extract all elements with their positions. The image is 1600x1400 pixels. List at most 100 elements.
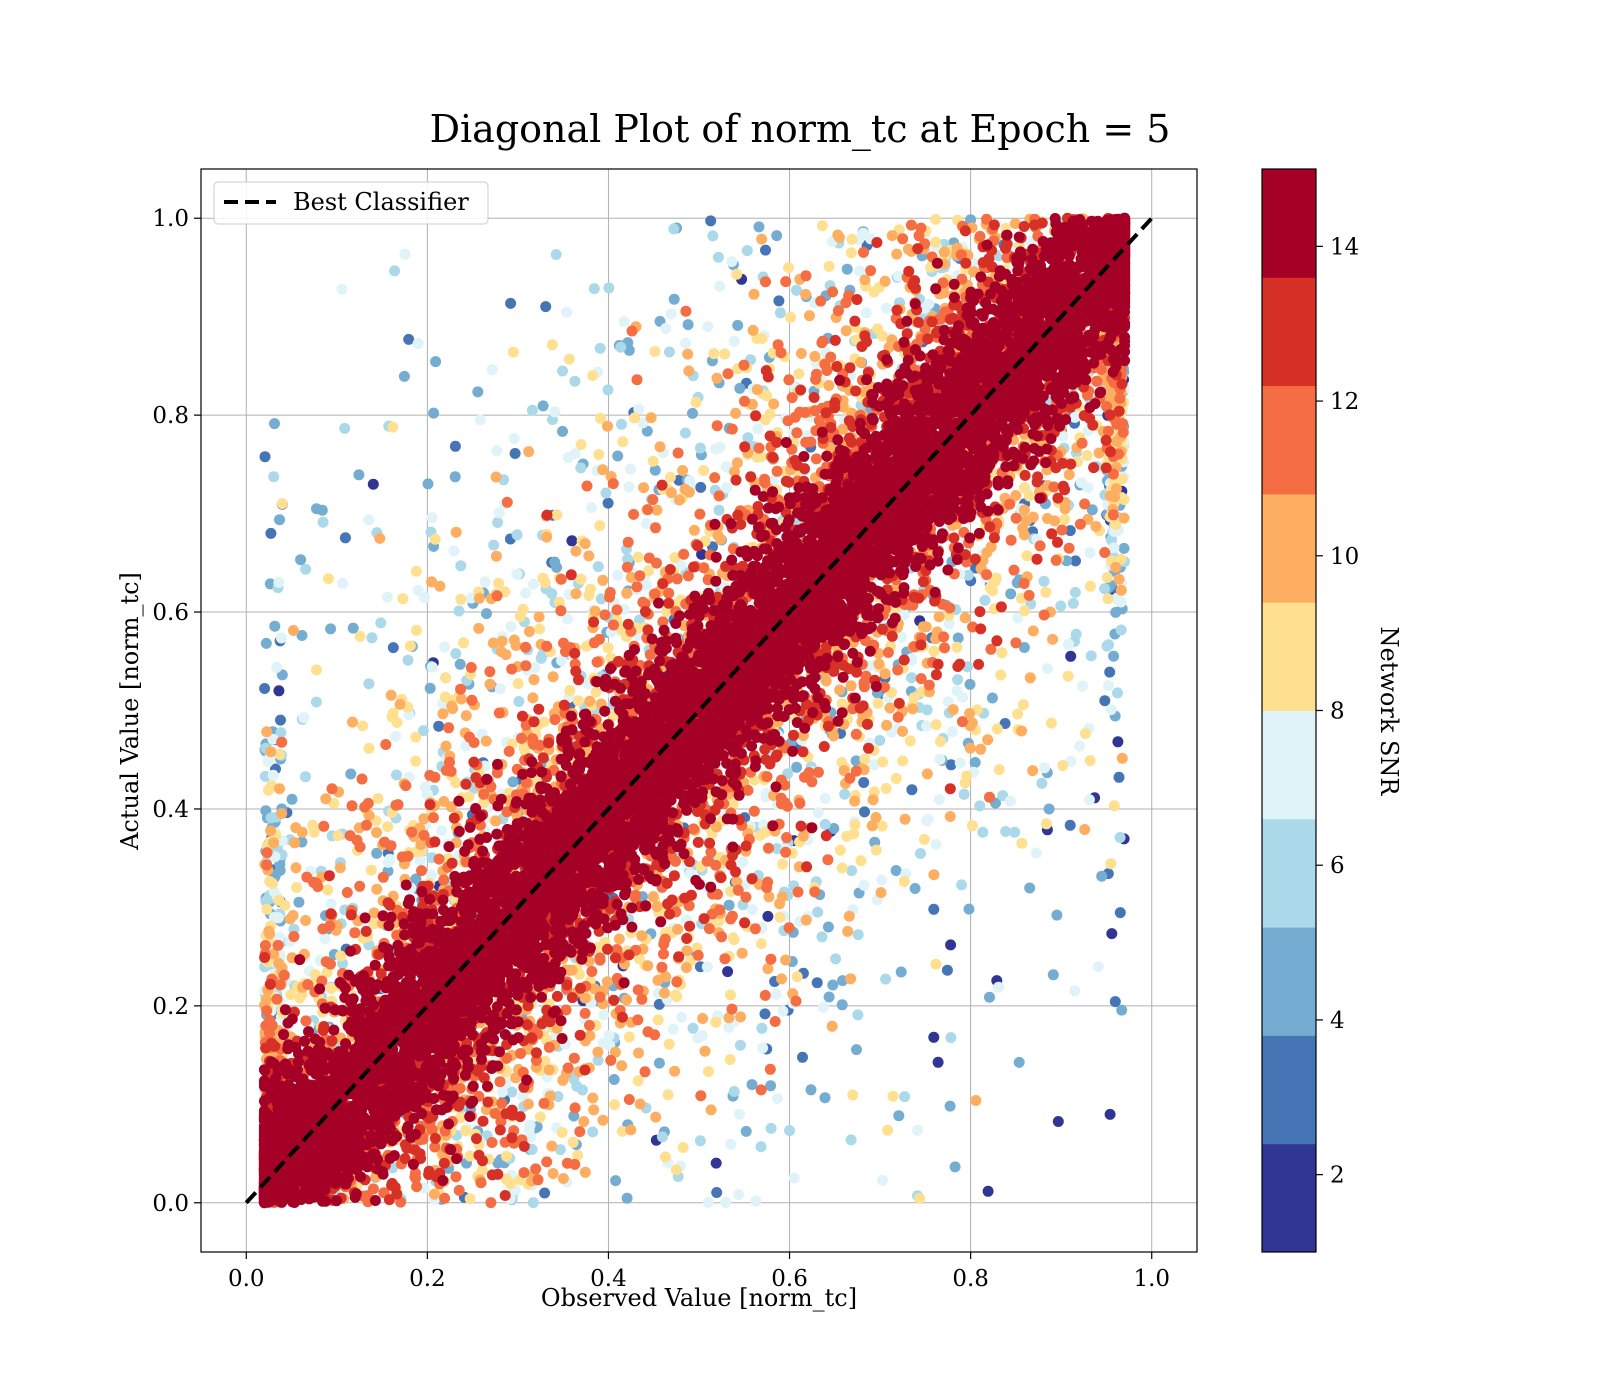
scatter-point [698, 465, 710, 476]
scatter-point [752, 423, 764, 435]
scatter-point [626, 325, 638, 337]
scatter-point [1008, 564, 1020, 576]
scatter-point [557, 365, 568, 377]
scatter-point [555, 605, 567, 617]
scatter-point [858, 777, 870, 788]
scatter-point [274, 783, 285, 795]
scatter-point [594, 520, 606, 532]
scatter-point [1023, 490, 1035, 502]
scatter-point [365, 864, 377, 876]
scatter-point [372, 793, 384, 804]
scatter-point [880, 783, 892, 794]
scatter-point [397, 593, 409, 605]
scatter-point [875, 887, 887, 899]
scatter-point [1082, 482, 1094, 494]
scatter-point [527, 1197, 539, 1209]
scatter-point [265, 825, 277, 837]
scatter-point [410, 873, 422, 885]
scatter-point [406, 826, 418, 838]
scatter-point [728, 335, 740, 347]
scatter-point [1016, 725, 1028, 737]
scatter-point [726, 1003, 738, 1015]
scatter-point [262, 756, 274, 768]
scatter-point [819, 792, 831, 804]
scatter-point [695, 481, 707, 493]
scatter-point [734, 1108, 745, 1120]
scatter-point [788, 1172, 800, 1184]
scatter-point [867, 794, 879, 806]
scatter-point [339, 532, 351, 544]
scatter-point [1018, 529, 1030, 541]
scatter-point [361, 819, 372, 831]
scatter-point [652, 974, 664, 986]
scatter-point [419, 592, 431, 604]
scatter-point [784, 1125, 795, 1137]
scatter-point [391, 769, 402, 781]
scatter-point [551, 509, 563, 521]
scatter-point [970, 1095, 982, 1106]
scatter-point [566, 535, 578, 547]
scatter-point [455, 693, 467, 705]
scatter-point [371, 827, 382, 838]
scatter-point [601, 976, 613, 988]
scatter-point [966, 820, 978, 832]
scatter-point [756, 1022, 768, 1034]
scatter-point [732, 319, 744, 331]
scatter-point [918, 833, 930, 845]
scatter-point [954, 757, 966, 769]
scatter-point [520, 641, 532, 653]
scatter-point [276, 736, 288, 748]
scatter-point [886, 230, 898, 242]
scatter-point [933, 611, 945, 623]
scatter-point [999, 718, 1011, 729]
scatter-point [639, 1066, 651, 1078]
scatter-point [588, 283, 600, 295]
scatter-point [665, 308, 677, 320]
scatter-point [530, 1163, 542, 1175]
scatter-point [964, 742, 976, 754]
scatter-point [371, 883, 383, 895]
scatter-point [450, 648, 462, 660]
scatter-point [636, 930, 648, 942]
scatter-point [944, 1100, 956, 1112]
scatter-point [439, 1192, 451, 1204]
scatter-point [1024, 882, 1036, 894]
scatter-point [1101, 572, 1113, 583]
scatter-point [274, 514, 285, 526]
scatter-point [1030, 847, 1042, 859]
scatter-point [859, 753, 871, 765]
scatter-point [904, 735, 916, 747]
scatter-point [319, 933, 331, 945]
scatter-point [433, 720, 445, 732]
scatter-point [1063, 542, 1075, 554]
scatter-point [1023, 589, 1035, 601]
scatter-point [612, 569, 624, 581]
scatter-point [490, 471, 502, 483]
scatter-point [640, 518, 652, 529]
scatter-point [390, 731, 402, 742]
scatter-point [1027, 625, 1039, 637]
scatter-point [594, 991, 606, 1003]
scatter-point [1112, 736, 1124, 748]
scatter-point [645, 412, 657, 424]
scatter-point [598, 1009, 610, 1021]
scatter-point [273, 894, 285, 906]
scatter-point [472, 386, 484, 398]
scatter-point [569, 375, 581, 387]
scatter-point [587, 1126, 599, 1138]
scatter-point [505, 297, 517, 309]
scatter-point [623, 1094, 635, 1105]
scatter-point [569, 448, 581, 460]
scatter-point [715, 533, 727, 545]
scatter-point [720, 1197, 732, 1208]
scatter-point [877, 1174, 888, 1186]
scatter-point [586, 966, 598, 977]
scatter-point [460, 1125, 472, 1137]
scatter-point [540, 301, 552, 313]
scatter-point [840, 325, 852, 337]
scatter-point [749, 923, 761, 935]
scatter-point [288, 625, 299, 636]
scatter-point [1039, 762, 1050, 774]
scatter-point [527, 692, 539, 704]
scatter-point [697, 1013, 709, 1024]
